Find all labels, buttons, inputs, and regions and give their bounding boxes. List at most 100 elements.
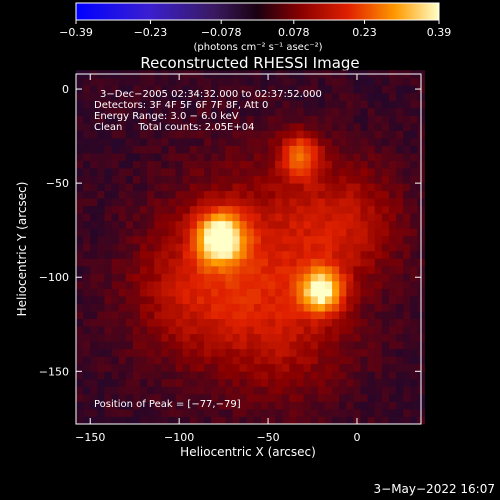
heatmap-cell (83, 326, 91, 335)
heatmap-cell (346, 85, 354, 94)
heatmap-cell (275, 288, 283, 297)
heatmap-cell (154, 107, 162, 116)
heatmap-cell (168, 198, 176, 207)
heatmap-cell (296, 130, 305, 139)
heatmap-cell (360, 160, 369, 169)
heatmap-cell (76, 265, 84, 274)
heatmap-cell (324, 100, 333, 109)
heatmap-cell (296, 235, 305, 244)
heatmap-cell (403, 228, 411, 237)
heatmap-cell (374, 318, 383, 327)
heatmap-cell (104, 235, 112, 244)
heatmap-cell (204, 235, 212, 244)
heatmap-cell (196, 228, 205, 237)
info-annotations: 3−Dec−2005 02:34:32.000 to 02:37:52.000 … (94, 89, 322, 133)
heatmap-cell (246, 250, 255, 259)
heatmap-cell (204, 85, 212, 94)
heatmap-cell (410, 107, 418, 116)
heatmap-cell (147, 122, 155, 131)
heatmap-cell (161, 348, 169, 357)
heatmap-cell (268, 318, 276, 327)
heatmap-cell (296, 243, 305, 252)
heatmap-cell (303, 311, 312, 320)
heatmap-cell (353, 280, 361, 289)
heatmap-cell (218, 228, 226, 237)
heatmap-cell (182, 296, 191, 304)
heatmap-cell (232, 341, 240, 350)
heatmap-cell (403, 175, 411, 184)
heatmap-cell (332, 250, 340, 259)
heatmap-cell (225, 303, 233, 312)
heatmap-cell (182, 318, 191, 327)
heatmap-cell (211, 243, 219, 252)
heatmap-cell (76, 130, 84, 139)
heatmap-cell (239, 205, 248, 214)
heatmap-cell (132, 115, 141, 124)
heatmap-cell (239, 386, 248, 395)
heatmap-cell (332, 280, 340, 289)
heatmap-cell (125, 77, 134, 86)
heatmap-cell (175, 130, 184, 139)
heatmap-cell (111, 265, 120, 274)
heatmap-cell (239, 341, 248, 350)
heatmap-cell (204, 205, 212, 214)
heatmap-cell (111, 258, 120, 267)
heatmap-cell (225, 220, 233, 229)
heatmap-cell (225, 153, 233, 161)
heatmap-cell (268, 168, 276, 177)
heatmap-cell (168, 205, 176, 214)
heatmap-cell (97, 296, 105, 304)
heatmap-cell (182, 311, 191, 320)
heatmap-cell (260, 228, 269, 237)
heatmap-cell (268, 333, 276, 342)
heatmap-cell (90, 288, 98, 297)
heatmap-cell (388, 213, 397, 222)
heatmap-cell (225, 273, 233, 282)
heatmap-cell (140, 348, 148, 357)
heatmap-cell (317, 273, 326, 282)
heatmap-cell (346, 408, 354, 417)
heatmap-cell (339, 303, 347, 312)
heatmap-cell (211, 220, 219, 229)
heatmap-cell (275, 243, 283, 252)
heatmap-cell (168, 265, 176, 274)
heatmap-cell (346, 205, 354, 214)
heatmap-cell (310, 243, 319, 252)
heatmap-cell (104, 341, 112, 350)
heatmap-cell (374, 386, 383, 395)
heatmap-cell (396, 153, 404, 161)
heatmap-cell (303, 115, 312, 124)
heatmap-cell (90, 303, 98, 312)
heatmap-cell (161, 235, 169, 244)
heatmap-cell (125, 168, 134, 177)
heatmap-cell (403, 205, 411, 214)
heatmap-cell (140, 107, 148, 116)
heatmap-cell (246, 348, 255, 357)
heatmap-cell (388, 408, 397, 417)
heatmap-cell (76, 288, 84, 297)
heatmap-cell (367, 92, 376, 101)
heatmap-cell (310, 280, 319, 289)
heatmap-cell (374, 371, 383, 380)
heatmap-cell (353, 311, 361, 320)
heatmap-cell (154, 408, 162, 417)
heatmap-cell (97, 198, 105, 207)
heatmap-cell (282, 198, 290, 207)
heatmap-cell (239, 318, 248, 327)
heatmap-cell (182, 378, 191, 387)
heatmap-cell (76, 160, 84, 169)
heatmap-cell (168, 371, 176, 380)
heatmap-cell (324, 333, 333, 342)
heatmap-cell (296, 107, 305, 116)
heatmap-cell (175, 175, 184, 184)
heatmap-cell (253, 92, 262, 101)
heatmap-cell (388, 311, 397, 320)
heatmap-cell (104, 145, 112, 154)
heatmap-cell (168, 363, 176, 372)
heatmap-cell (83, 265, 91, 274)
heatmap-cell (97, 265, 105, 274)
heatmap-cell (118, 205, 127, 214)
heatmap-cell (339, 401, 347, 410)
heatmap-cell (260, 213, 269, 222)
heatmap-cell (268, 356, 276, 365)
